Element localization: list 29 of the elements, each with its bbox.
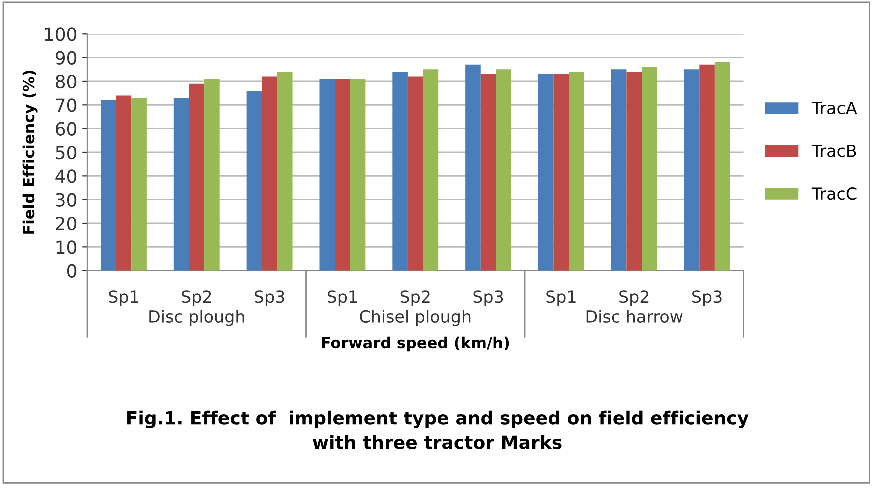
y-axis-title: Field Efficiency (%): [22, 71, 38, 234]
legend-label: TracC: [812, 188, 857, 200]
y-tick-label: 60: [56, 122, 77, 136]
y-tick-label: 100: [45, 28, 77, 42]
x-tick-label: Sp1: [546, 290, 576, 306]
y-tick-label: 20: [56, 216, 77, 231]
x-tick-label: Sp3: [474, 290, 504, 306]
x-tick-label: Sp3: [692, 290, 722, 306]
text: Chisel plough: [360, 310, 471, 326]
y-tick-label: 10: [56, 240, 77, 254]
x-axis-title: Forward speed (km/h): [322, 336, 510, 352]
text: Disc plough: [150, 310, 244, 326]
y-tick-label: 90: [56, 51, 77, 65]
y-tick-label: 70: [56, 98, 77, 112]
x-tick-label: Sp3: [255, 290, 284, 306]
legend-label: TracA: [812, 102, 858, 115]
text: Disc harrow: [586, 310, 683, 324]
y-tick-label: 0: [67, 264, 77, 278]
y-tick-label: 80: [56, 74, 77, 89]
x-tick-label: Sp1: [328, 290, 358, 306]
y-tick-label: 50: [56, 146, 77, 160]
x-tick-label: Sp2: [620, 290, 649, 306]
x-tick-label: Sp2: [182, 290, 212, 306]
x-tick-label: Sp1: [109, 290, 138, 306]
legend-label: TracB: [812, 144, 856, 158]
y-tick-label: 40: [56, 170, 77, 184]
y-tick-label: 30: [56, 193, 77, 207]
x-tick-label: Sp2: [400, 290, 430, 306]
text: Fig.1. Effect of implement type and speed on field efficiency with three tractor Marks: [128, 410, 749, 450]
